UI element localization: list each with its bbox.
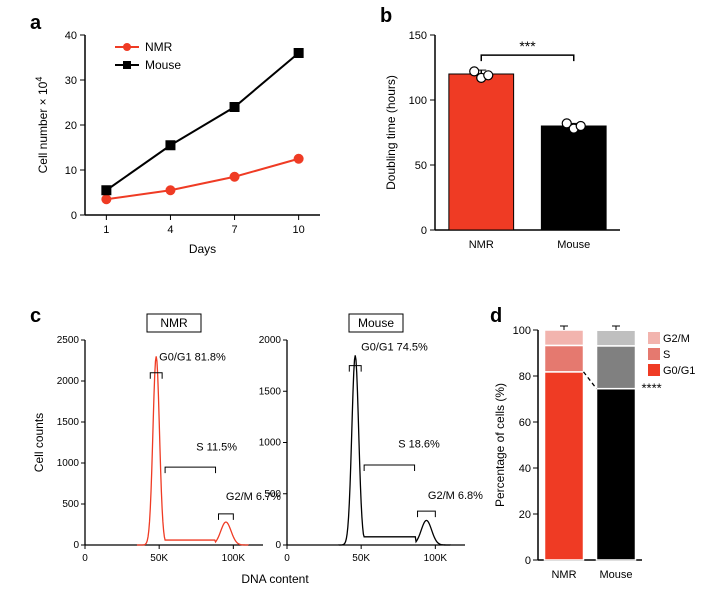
svg-text:40: 40: [519, 463, 531, 475]
svg-text:Mouse: Mouse: [358, 316, 394, 330]
svg-text:Mouse: Mouse: [557, 239, 590, 251]
svg-text:1000: 1000: [57, 458, 80, 469]
svg-text:G0/G1 74.5%: G0/G1 74.5%: [361, 341, 428, 353]
svg-text:0: 0: [71, 210, 77, 222]
svg-text:100K: 100K: [424, 553, 448, 564]
svg-text:4: 4: [167, 224, 173, 236]
svg-text:G2/M 6.8%: G2/M 6.8%: [428, 490, 483, 502]
svg-text:0: 0: [275, 540, 281, 551]
svg-text:0: 0: [82, 553, 88, 564]
svg-text:7: 7: [231, 224, 237, 236]
svg-text:1500: 1500: [57, 417, 80, 428]
svg-text:G0/G1 81.8%: G0/G1 81.8%: [159, 352, 226, 364]
svg-text:NMR: NMR: [469, 239, 494, 251]
svg-text:500: 500: [62, 499, 79, 510]
svg-text:500: 500: [264, 489, 281, 500]
svg-text:30: 30: [65, 75, 77, 87]
svg-text:0: 0: [73, 540, 79, 551]
svg-text:80: 80: [519, 371, 531, 383]
svg-text:***: ***: [519, 38, 536, 54]
svg-text:60: 60: [519, 417, 531, 429]
svg-text:NMR: NMR: [551, 569, 576, 581]
svg-text:1500: 1500: [259, 386, 282, 397]
svg-text:Percentage of cells (%): Percentage of cells (%): [493, 383, 507, 507]
svg-text:20: 20: [65, 120, 77, 132]
svg-text:50K: 50K: [150, 553, 168, 564]
svg-text:20: 20: [519, 509, 531, 521]
svg-text:50K: 50K: [352, 553, 370, 564]
chart-b-doubling: 0 50 100 150 Doubling time (hours) NMR Mouse **…: [380, 5, 630, 260]
svg-text:150: 150: [409, 30, 427, 42]
svg-text:0: 0: [525, 555, 531, 567]
chart-a-growth: 0 10 20 30 40 1 4 7 10 Cell number × 104 Days NMR Mo…: [30, 15, 330, 260]
svg-text:0: 0: [284, 553, 290, 564]
svg-text:Cell number × 104: Cell number × 104: [34, 77, 50, 174]
svg-text:S: S: [663, 349, 670, 361]
svg-text:NMR: NMR: [145, 40, 173, 54]
svg-text:Cell counts: Cell counts: [32, 413, 46, 472]
chart-c-dna: Cell counts DNA content NMR 0 500 1000 1500 200…: [30, 310, 470, 590]
svg-text:Doubling time (hours): Doubling time (hours): [384, 75, 398, 190]
chart-d-phases: 0 20 40 60 80 100 Percentage of cells (%) NMR Mo…: [490, 310, 700, 590]
svg-text:10: 10: [293, 224, 305, 236]
svg-text:50: 50: [415, 160, 427, 172]
svg-text:S 18.6%: S 18.6%: [398, 439, 440, 451]
svg-text:1000: 1000: [259, 438, 282, 449]
svg-text:2000: 2000: [57, 376, 80, 387]
svg-text:G2/M: G2/M: [663, 333, 690, 345]
svg-text:DNA content: DNA content: [241, 572, 309, 586]
svg-text:100: 100: [513, 325, 531, 337]
svg-text:40: 40: [65, 30, 77, 42]
svg-text:Mouse: Mouse: [145, 58, 181, 72]
svg-text:10: 10: [65, 165, 77, 177]
svg-text:G0/G1: G0/G1: [663, 365, 695, 377]
svg-text:NMR: NMR: [160, 316, 188, 330]
svg-text:S 11.5%: S 11.5%: [196, 442, 237, 454]
svg-text:Mouse: Mouse: [599, 569, 632, 581]
svg-text:Days: Days: [189, 242, 216, 256]
svg-text:2500: 2500: [57, 335, 80, 346]
svg-text:****: ****: [642, 381, 662, 396]
svg-text:0: 0: [421, 225, 427, 237]
svg-text:1: 1: [103, 224, 109, 236]
svg-text:2000: 2000: [259, 335, 282, 346]
svg-text:100: 100: [409, 95, 427, 107]
svg-text:100K: 100K: [222, 553, 246, 564]
